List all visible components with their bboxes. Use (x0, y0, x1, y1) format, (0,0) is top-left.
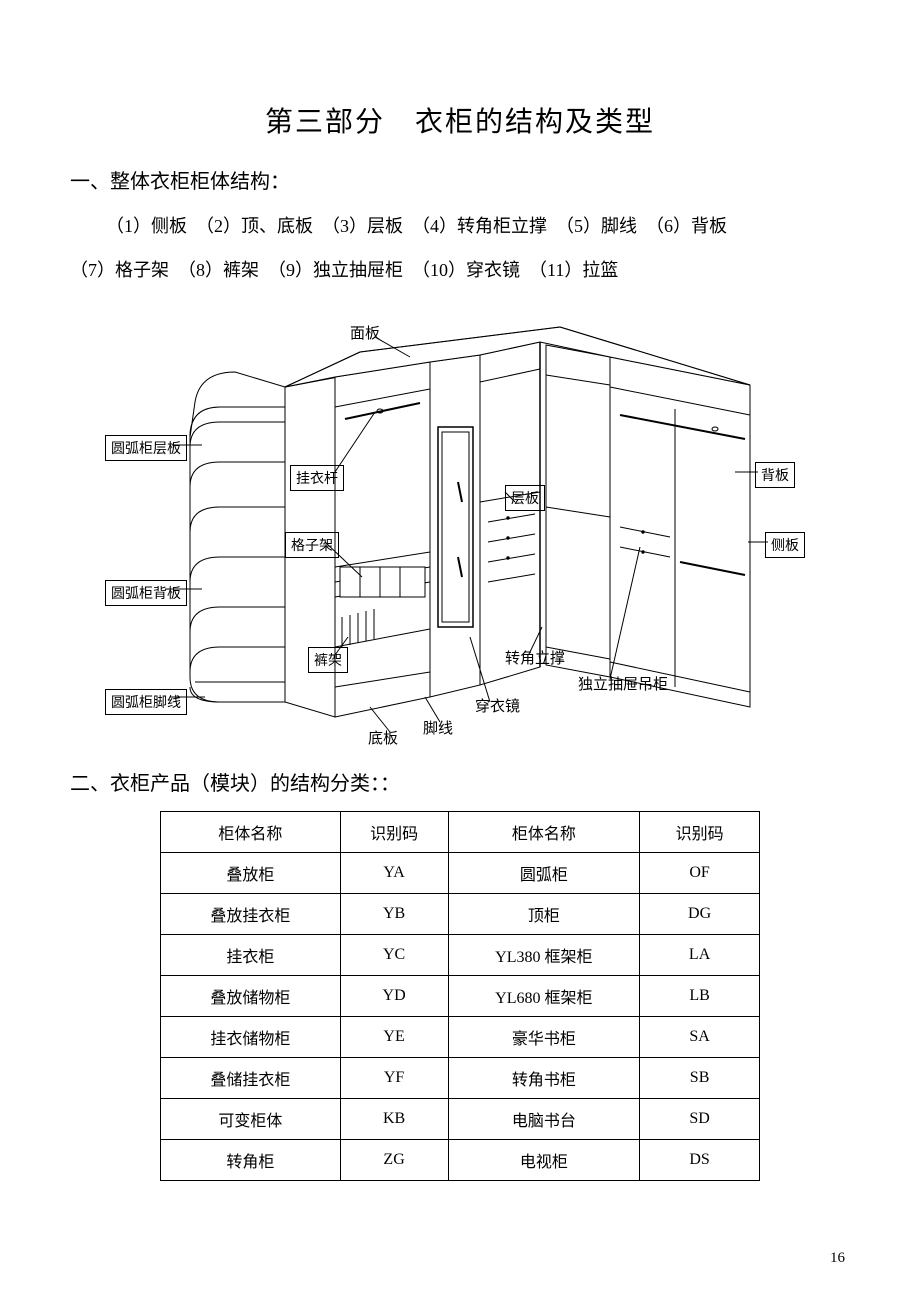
table-cell: YF (340, 1058, 448, 1099)
table-cell: 叠储挂衣柜 (161, 1058, 341, 1099)
label-kujia: 裤架 (308, 647, 348, 673)
table-cell: 挂衣柜 (161, 935, 341, 976)
table-cell: 转角柜 (161, 1140, 341, 1181)
table-header-row: 柜体名称 识别码 柜体名称 识别码 (161, 812, 760, 853)
th-name2: 柜体名称 (448, 812, 640, 853)
table-row: 转角柜ZG电视柜DS (161, 1140, 760, 1181)
section1-line2: （7）格子架 （8）裤架 （9）独立抽屉柜 （10）穿衣镜 （11）拉篮 (70, 253, 850, 287)
table-cell: LB (640, 976, 760, 1017)
table-cell: 挂衣储物柜 (161, 1017, 341, 1058)
table-row: 挂衣储物柜YE豪华书柜SA (161, 1017, 760, 1058)
table-row: 叠放柜YA圆弧柜OF (161, 853, 760, 894)
wardrobe-diagram: 面板 圆弧柜层板 挂衣杆 格子架 圆弧柜背板 裤架 圆弧柜脚线 底板 脚线 穿衣… (110, 307, 810, 737)
table-cell: DS (640, 1140, 760, 1181)
label-yuanhu-jiaoxian: 圆弧柜脚线 (105, 689, 187, 715)
th-name1: 柜体名称 (161, 812, 341, 853)
table-cell: YL380 框架柜 (448, 935, 640, 976)
label-beiban: 背板 (755, 462, 795, 488)
th-code1: 识别码 (340, 812, 448, 853)
table-cell: YB (340, 894, 448, 935)
label-yuanhu-cengban: 圆弧柜层板 (105, 435, 187, 461)
table-cell: SB (640, 1058, 760, 1099)
table-cell: YC (340, 935, 448, 976)
table-cell: OF (640, 853, 760, 894)
table-cell: SD (640, 1099, 760, 1140)
label-chuanyijing: 穿衣镜 (475, 695, 520, 716)
table-cell: 叠放柜 (161, 853, 341, 894)
label-yuanhu-beiban: 圆弧柜背板 (105, 580, 187, 606)
table-row: 叠储挂衣柜YF转角书柜SB (161, 1058, 760, 1099)
module-table-wrap: 柜体名称 识别码 柜体名称 识别码 叠放柜YA圆弧柜OF叠放挂衣柜YB顶柜DG挂… (160, 811, 760, 1181)
table-cell: YA (340, 853, 448, 894)
table-cell: 可变柜体 (161, 1099, 341, 1140)
module-table: 柜体名称 识别码 柜体名称 识别码 叠放柜YA圆弧柜OF叠放挂衣柜YB顶柜DG挂… (160, 811, 760, 1181)
page-number: 16 (830, 1250, 845, 1267)
label-cengban: 层板 (505, 485, 545, 511)
table-row: 叠放储物柜YDYL680 框架柜LB (161, 976, 760, 1017)
table-cell: 顶柜 (448, 894, 640, 935)
table-cell: 圆弧柜 (448, 853, 640, 894)
label-zhuanjiao: 转角立撑 (505, 647, 565, 668)
table-row: 挂衣柜YCYL380 框架柜LA (161, 935, 760, 976)
table-cell: YE (340, 1017, 448, 1058)
section1-line1: （1）侧板 （2）顶、底板 （3）层板 （4）转角柜立撑 （5）脚线 （6）背板 (70, 209, 850, 243)
table-cell: KB (340, 1099, 448, 1140)
table-cell: LA (640, 935, 760, 976)
label-duli-chouti: 独立抽屉吊柜 (578, 673, 668, 694)
table-cell: 电视柜 (448, 1140, 640, 1181)
page-title: 第三部分 衣柜的结构及类型 (70, 100, 850, 140)
label-jiaoxian: 脚线 (423, 717, 453, 738)
th-code2: 识别码 (640, 812, 760, 853)
table-row: 叠放挂衣柜YB顶柜DG (161, 894, 760, 935)
table-cell: YD (340, 976, 448, 1017)
table-cell: 叠放挂衣柜 (161, 894, 341, 935)
table-cell: 转角书柜 (448, 1058, 640, 1099)
table-cell: ZG (340, 1140, 448, 1181)
table-cell: SA (640, 1017, 760, 1058)
wardrobe-svg (110, 307, 810, 737)
table-cell: YL680 框架柜 (448, 976, 640, 1017)
table-row: 可变柜体KB电脑书台SD (161, 1099, 760, 1140)
label-gezijia: 格子架 (285, 532, 339, 558)
label-mianban: 面板 (350, 322, 380, 343)
label-diban: 底板 (368, 727, 398, 748)
section2-heading: 二、衣柜产品（模块）的结构分类：： (70, 767, 850, 796)
section1-heading: 一、整体衣柜柜体结构： (70, 165, 850, 194)
table-cell: DG (640, 894, 760, 935)
table-cell: 豪华书柜 (448, 1017, 640, 1058)
table-cell: 叠放储物柜 (161, 976, 341, 1017)
label-ceban: 侧板 (765, 532, 805, 558)
label-guayigan: 挂衣杆 (290, 465, 344, 491)
table-cell: 电脑书台 (448, 1099, 640, 1140)
